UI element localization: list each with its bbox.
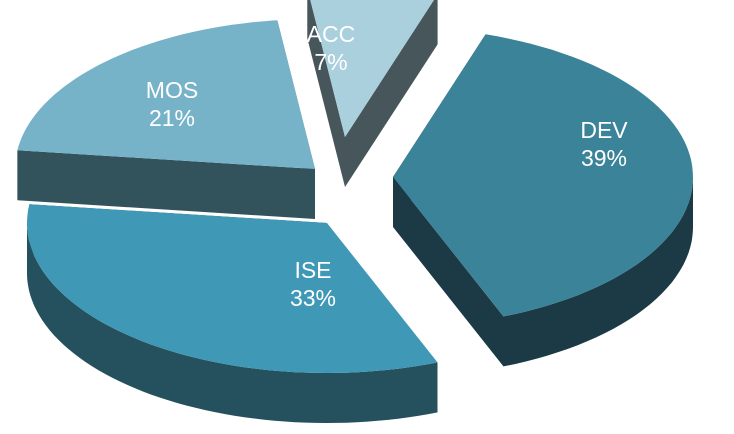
slice-side-acc [307, 0, 345, 187]
slice-top-mos [17, 20, 316, 170]
slice-top-acc [310, 0, 434, 137]
slice-value-dev: 39% [581, 145, 627, 171]
slice-dev [393, 34, 693, 367]
slice-side-mos [17, 150, 316, 219]
slice-wall-ise [27, 224, 438, 423]
slice-ise [27, 204, 438, 423]
slice-label-mos: MOS [146, 77, 198, 103]
slice-value-mos: 21% [149, 105, 195, 131]
slice-value-ise: 33% [290, 285, 336, 311]
slice-wall-dev [503, 178, 693, 367]
slice-mos [17, 20, 316, 219]
slice-side-dev [393, 177, 504, 367]
slice-layer [17, 0, 693, 423]
slice-label-dev: DEV [580, 117, 628, 143]
slice-acc [307, 0, 438, 187]
slice-top-ise [27, 204, 438, 373]
slice-value-acc: 7% [314, 49, 347, 75]
label-layer: DEV 39% ISE 33% MOS 21% ACC 7% [146, 21, 628, 311]
slice-side-acc [345, 0, 438, 187]
slice-label-acc: ACC [307, 21, 356, 47]
slice-top-dev [393, 34, 693, 317]
slice-label-ise: ISE [294, 257, 331, 283]
